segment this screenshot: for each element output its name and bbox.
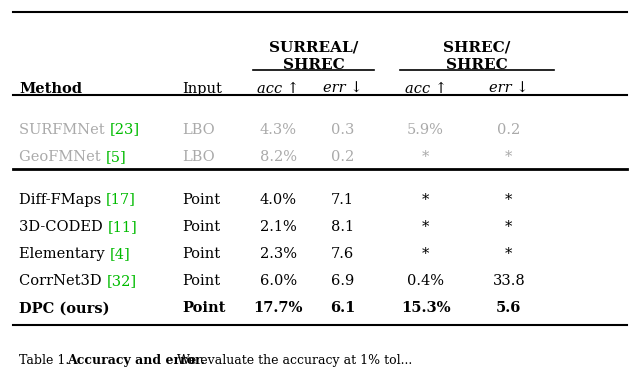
Text: Point: Point <box>182 220 221 234</box>
Text: GeoFMNet: GeoFMNet <box>19 150 106 164</box>
Text: 7.6: 7.6 <box>331 247 354 261</box>
Text: Point: Point <box>182 301 226 315</box>
Text: [11]: [11] <box>108 220 138 234</box>
Text: 4.3%: 4.3% <box>260 123 297 137</box>
Text: SURREAL/
SHREC: SURREAL/ SHREC <box>269 41 358 72</box>
Text: 7.1: 7.1 <box>331 193 354 207</box>
Text: [5]: [5] <box>106 150 126 164</box>
Text: 0.2: 0.2 <box>497 123 520 137</box>
Text: 3D-CODED: 3D-CODED <box>19 220 108 234</box>
Text: Accuracy and error.: Accuracy and error. <box>67 354 205 367</box>
Text: Table 1.: Table 1. <box>19 354 74 367</box>
Text: 0.4%: 0.4% <box>407 274 444 288</box>
Text: We evaluate the accuracy at 1% tol...: We evaluate the accuracy at 1% tol... <box>173 354 412 367</box>
Text: 8.1: 8.1 <box>331 220 354 234</box>
Text: 5.6: 5.6 <box>496 301 522 315</box>
Text: *: * <box>422 193 429 207</box>
Text: 6.1: 6.1 <box>330 301 355 315</box>
Text: acc ↑: acc ↑ <box>404 82 447 96</box>
Text: err ↓: err ↓ <box>323 82 362 96</box>
Text: 6.0%: 6.0% <box>260 274 297 288</box>
Text: Point: Point <box>182 247 221 261</box>
Text: Point: Point <box>182 274 221 288</box>
Text: *: * <box>422 150 429 164</box>
Text: DPC (ours): DPC (ours) <box>19 301 109 315</box>
Text: 6.9: 6.9 <box>331 274 354 288</box>
Text: *: * <box>422 220 429 234</box>
Text: *: * <box>422 247 429 261</box>
Text: SHREC/
SHREC: SHREC/ SHREC <box>443 41 511 72</box>
Text: Point: Point <box>182 193 221 207</box>
Text: [17]: [17] <box>106 193 136 207</box>
Text: Diff-FMaps: Diff-FMaps <box>19 193 106 207</box>
Text: 2.1%: 2.1% <box>260 220 297 234</box>
Text: 5.9%: 5.9% <box>407 123 444 137</box>
Text: CorrNet3D: CorrNet3D <box>19 274 106 288</box>
Text: 2.3%: 2.3% <box>260 247 297 261</box>
Text: *: * <box>505 247 513 261</box>
Text: [23]: [23] <box>109 123 140 137</box>
Text: LBO: LBO <box>182 123 215 137</box>
Text: *: * <box>505 193 513 207</box>
Text: Method: Method <box>19 82 82 96</box>
Text: 4.0%: 4.0% <box>260 193 297 207</box>
Text: acc ↑: acc ↑ <box>257 82 300 96</box>
Text: [32]: [32] <box>106 274 136 288</box>
Text: *: * <box>505 150 513 164</box>
Text: 8.2%: 8.2% <box>260 150 297 164</box>
Text: Input: Input <box>182 82 222 96</box>
Text: Elementary: Elementary <box>19 247 109 261</box>
Text: 15.3%: 15.3% <box>401 301 451 315</box>
Text: err ↓: err ↓ <box>489 82 529 96</box>
Text: SURFMNet: SURFMNet <box>19 123 109 137</box>
Text: 33.8: 33.8 <box>492 274 525 288</box>
Text: 0.2: 0.2 <box>331 150 354 164</box>
Text: 17.7%: 17.7% <box>253 301 303 315</box>
Text: 0.3: 0.3 <box>331 123 354 137</box>
Text: [4]: [4] <box>109 247 130 261</box>
Text: *: * <box>505 220 513 234</box>
Text: LBO: LBO <box>182 150 215 164</box>
